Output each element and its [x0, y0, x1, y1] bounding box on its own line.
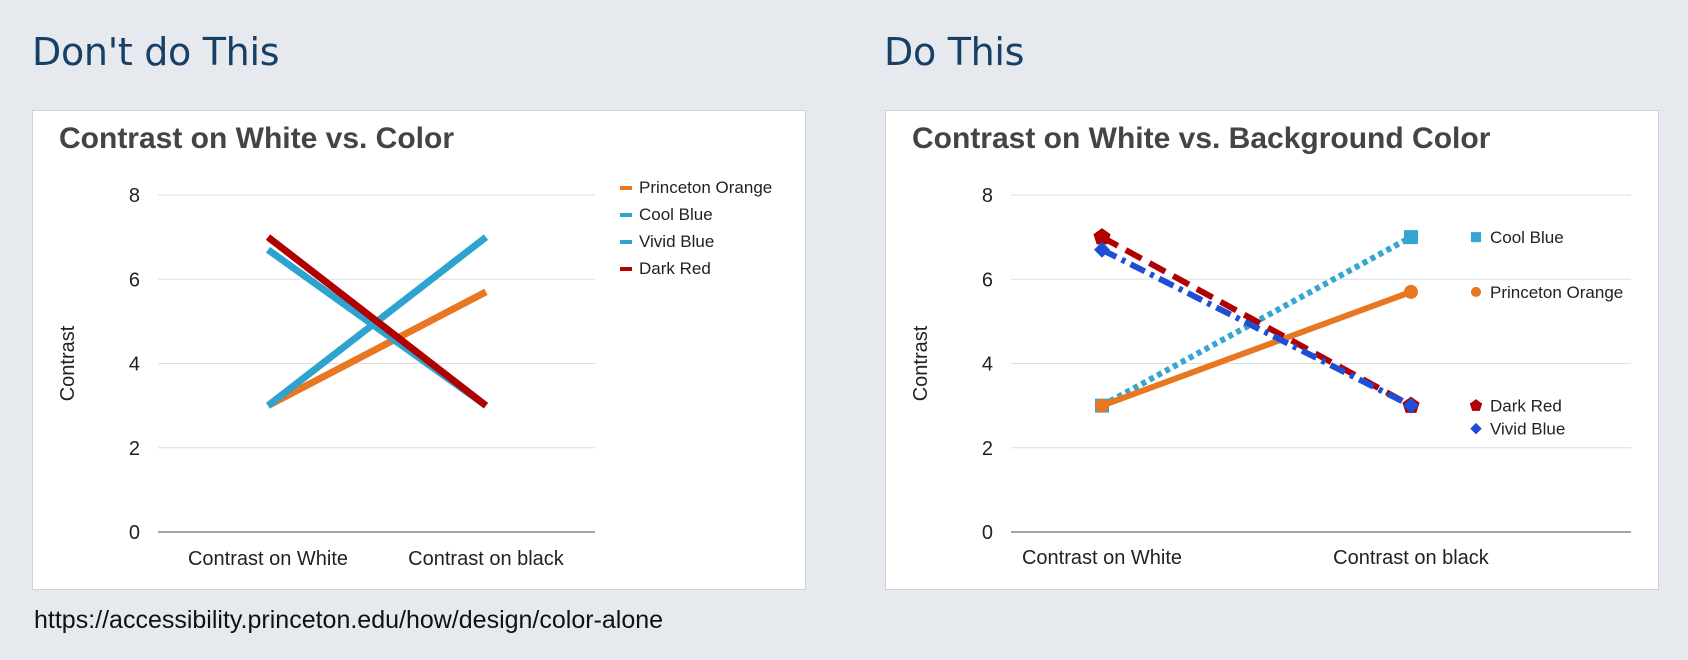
chart-panel-bad-example: Contrast on White vs. Color 0 2 4 6 8 Contrast… — [32, 110, 806, 590]
y-tick-label-4: 4 — [982, 354, 993, 376]
y-tick-label-2: 2 — [129, 438, 140, 460]
series-line-dark-red — [265, 234, 489, 409]
legend-label-dark-red: Dark Red — [1490, 397, 1562, 416]
legend-label-princeton-orange: Princeton Orange — [1490, 283, 1623, 302]
legend-label-vivid-blue: Vivid Blue — [1490, 420, 1565, 439]
legend-label-cool-blue: Cool Blue — [639, 205, 713, 224]
y-tick-label-6: 6 — [129, 269, 140, 291]
legend-marker-vivid-blue — [1470, 422, 1482, 435]
series-line-vivid-blue — [1100, 247, 1413, 409]
y-tick-label-0: 0 — [129, 522, 140, 544]
heading-dont-do-this: Don't do This — [32, 30, 280, 74]
legend-label-princeton-orange: Princeton Orange — [639, 178, 772, 197]
chart-good-example: Contrast on White vs. Background Color 0 2… — [910, 122, 1631, 569]
y-axis-label: Contrast — [57, 325, 79, 401]
chart-bad-example: Contrast on White vs. Color 0 2 4 6 8 Contrast… — [57, 122, 772, 570]
y-tick-label-8: 8 — [129, 185, 140, 207]
x-tick-label-contrast-on-black: Contrast on black — [408, 548, 565, 570]
heading-do-this: Do This — [884, 30, 1025, 74]
x-tick-label-contrast-on-white: Contrast on White — [1022, 547, 1182, 569]
legend-label-cool-blue: Cool Blue — [1490, 228, 1564, 247]
chart-title: Contrast on White vs. Color — [59, 122, 454, 155]
legend-label-dark-red: Dark Red — [639, 259, 711, 278]
legend: Cool Blue Princeton Orange Dark Red Vivid B… — [1469, 228, 1623, 439]
series-line-dark-red — [1100, 234, 1413, 409]
data-point-vivid-blue-1 — [1403, 397, 1419, 414]
x-tick-label-contrast-on-black: Contrast on black — [1333, 547, 1490, 569]
data-point-vivid-blue-0 — [1094, 241, 1110, 258]
series-princeton-orange — [1095, 284, 1418, 413]
data-point-dark-red-0 — [1093, 228, 1111, 245]
data-point-princeton-orange-1 — [1404, 284, 1418, 299]
chart-title: Contrast on White vs. Background Color — [912, 122, 1491, 155]
data-point-cool-blue-1 — [1404, 230, 1418, 245]
series-vivid-blue — [1094, 241, 1419, 414]
legend: Princeton Orange Cool Blue Vivid Blue Dark … — [620, 178, 772, 278]
legend-label-vivid-blue: Vivid Blue — [639, 232, 714, 251]
series-dark-red — [265, 234, 489, 409]
legend-marker-dark-red — [1469, 399, 1483, 411]
y-tick-label-0: 0 — [982, 522, 993, 544]
y-tick-label-8: 8 — [982, 185, 993, 207]
y-tick-label-2: 2 — [982, 438, 993, 460]
source-url: https://accessibility.princeton.edu/how/… — [34, 606, 664, 634]
x-tick-label-contrast-on-white: Contrast on White — [188, 548, 348, 570]
legend-marker-cool-blue — [1470, 232, 1482, 243]
legend-marker-princeton-orange — [1470, 286, 1482, 297]
series-line-princeton-orange — [1100, 289, 1413, 409]
series-princeton-orange — [266, 288, 488, 409]
series-line-princeton-orange — [266, 288, 488, 409]
chart-panel-good-example: Contrast on White vs. Background Color 0 2… — [885, 110, 1659, 590]
y-axis-label: Contrast — [910, 325, 932, 401]
data-point-princeton-orange-0 — [1095, 398, 1109, 413]
y-tick-label-6: 6 — [982, 269, 993, 291]
y-tick-label-4: 4 — [129, 354, 140, 376]
